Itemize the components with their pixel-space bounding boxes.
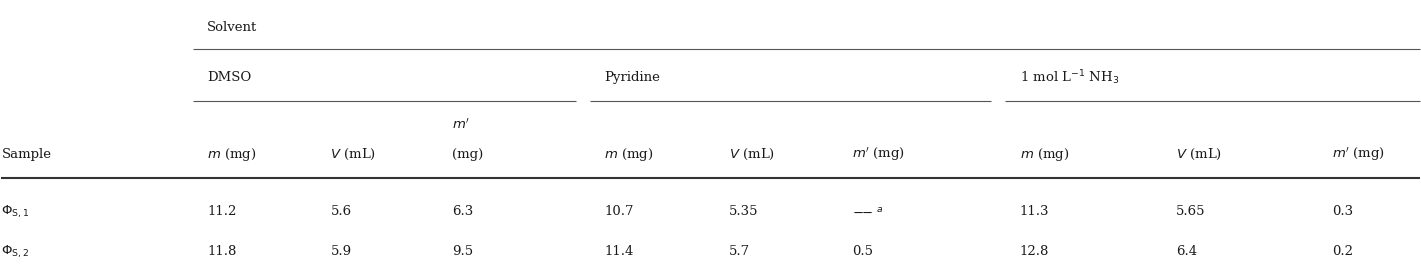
Text: Pyridine: Pyridine — [604, 71, 659, 84]
Text: 1 mol L$^{-1}$ NH$_3$: 1 mol L$^{-1}$ NH$_3$ — [1020, 68, 1118, 87]
Text: $\Phi_{\mathrm{S,2}}$: $\Phi_{\mathrm{S,2}}$ — [1, 243, 30, 260]
Text: $V$ (mL): $V$ (mL) — [1175, 147, 1222, 162]
Text: 10.7: 10.7 — [604, 205, 634, 218]
Text: $m$ (mg): $m$ (mg) — [1020, 146, 1069, 163]
Text: DMSO: DMSO — [207, 71, 252, 84]
Text: 5.9: 5.9 — [331, 245, 351, 258]
Text: 12.8: 12.8 — [1020, 245, 1049, 258]
Text: 11.4: 11.4 — [604, 245, 634, 258]
Text: $m$ (mg): $m$ (mg) — [207, 146, 256, 163]
Text: $m'$: $m'$ — [452, 118, 470, 132]
Text: 11.2: 11.2 — [207, 205, 236, 218]
Text: $-\!\!-^{\,a}$: $-\!\!-^{\,a}$ — [853, 205, 884, 218]
Text: $m'$ (mg): $m'$ (mg) — [853, 145, 905, 163]
Text: 6.4: 6.4 — [1175, 245, 1196, 258]
Text: 5.35: 5.35 — [729, 205, 759, 218]
Text: $V$ (mL): $V$ (mL) — [331, 147, 377, 162]
Text: Solvent: Solvent — [207, 21, 257, 34]
Text: 0.3: 0.3 — [1331, 205, 1353, 218]
Text: 11.3: 11.3 — [1020, 205, 1049, 218]
Text: 9.5: 9.5 — [452, 245, 473, 258]
Text: Sample: Sample — [1, 148, 51, 161]
Text: (mg): (mg) — [452, 148, 483, 161]
Text: 6.3: 6.3 — [452, 205, 473, 218]
Text: 0.2: 0.2 — [1331, 245, 1353, 258]
Text: 0.5: 0.5 — [853, 245, 874, 258]
Text: 5.6: 5.6 — [331, 205, 351, 218]
Text: $m'$ (mg): $m'$ (mg) — [1331, 145, 1384, 163]
Text: 5.65: 5.65 — [1175, 205, 1205, 218]
Text: $m$ (mg): $m$ (mg) — [604, 146, 654, 163]
Text: $V$ (mL): $V$ (mL) — [729, 147, 774, 162]
Text: 5.7: 5.7 — [729, 245, 750, 258]
Text: $\Phi_{\mathrm{S,1}}$: $\Phi_{\mathrm{S,1}}$ — [1, 204, 30, 220]
Text: 11.8: 11.8 — [207, 245, 236, 258]
